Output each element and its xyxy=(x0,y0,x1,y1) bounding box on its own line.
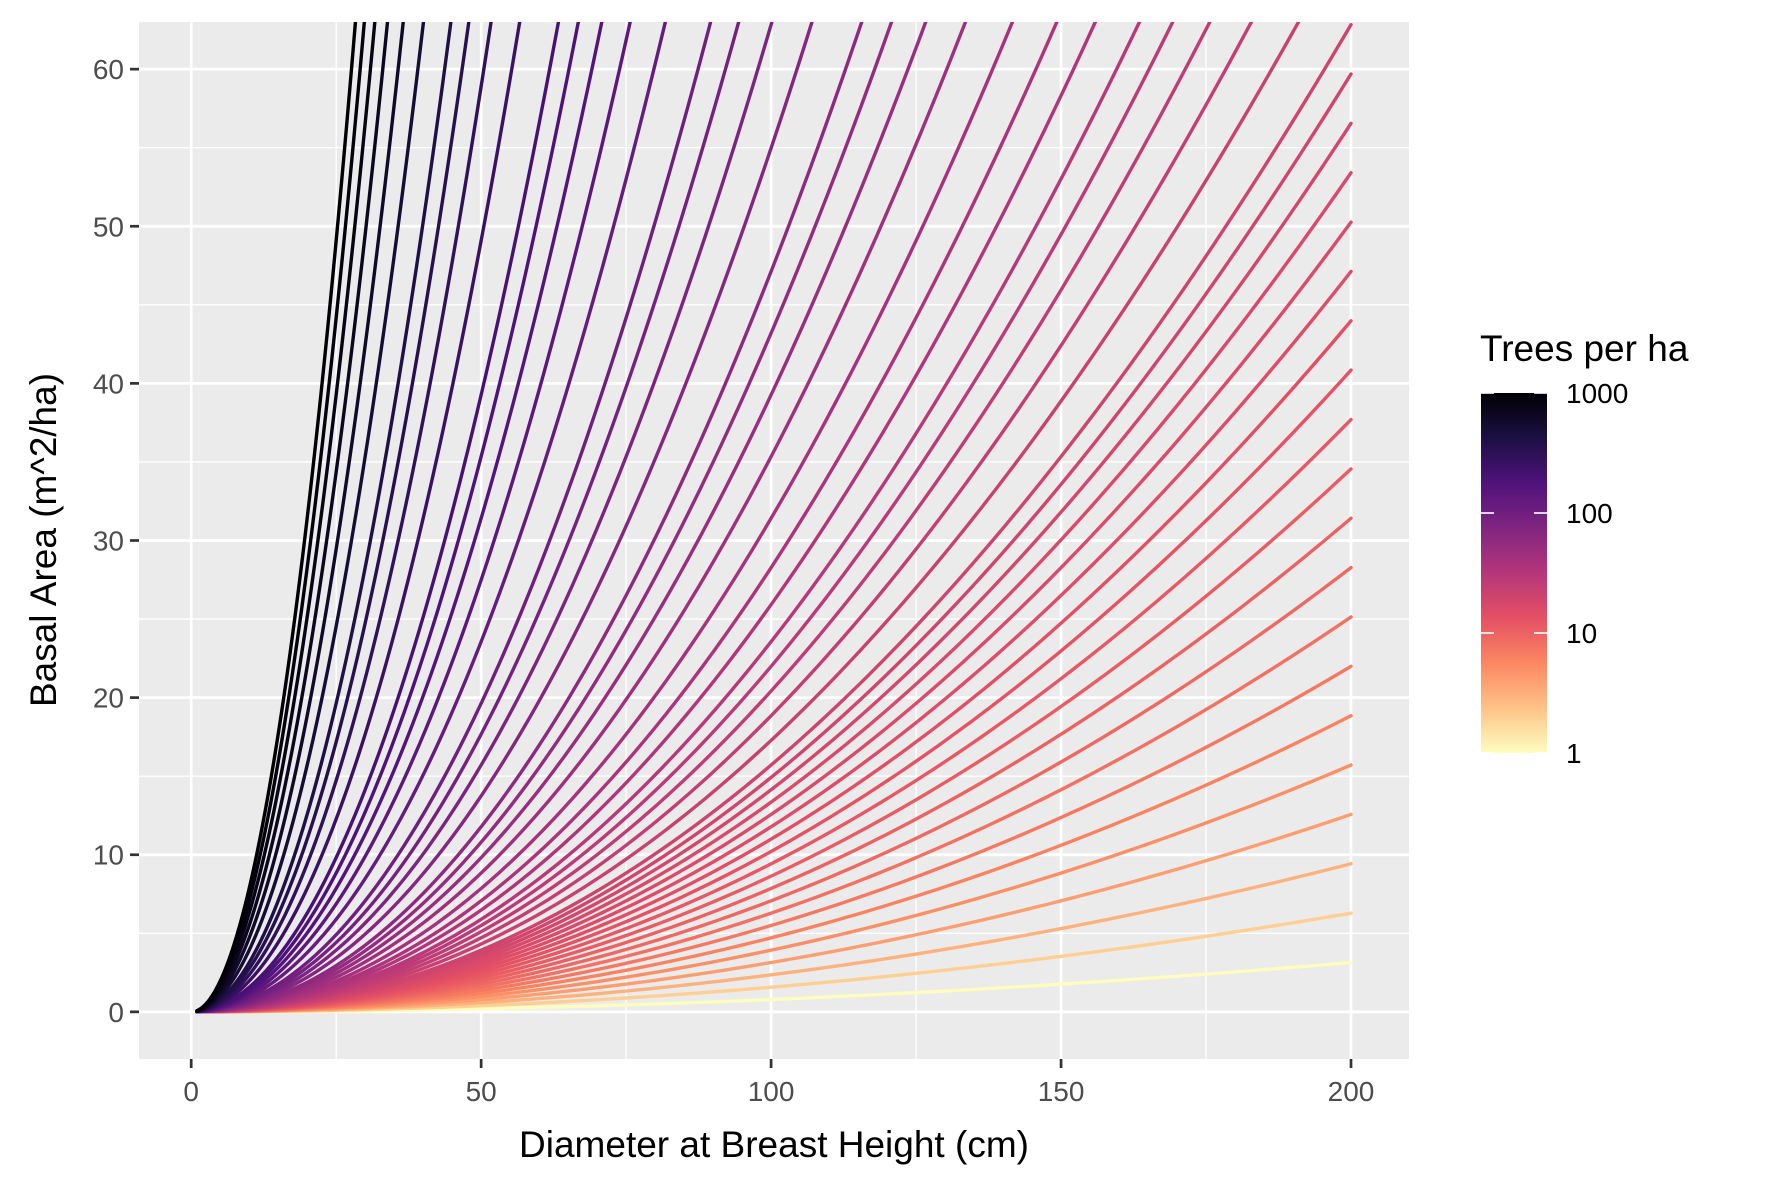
y-axis: 0 10 20 30 40 50 60 xyxy=(93,54,139,1028)
series-line xyxy=(195,22,894,1014)
series-line xyxy=(195,22,864,1014)
y-tick-label: 10 xyxy=(93,840,124,871)
series-line xyxy=(195,22,1175,1014)
y-tick-label: 50 xyxy=(93,211,124,242)
legend-colorbar xyxy=(1481,393,1547,753)
series-line xyxy=(195,22,581,1014)
x-tick-label: 150 xyxy=(1038,1076,1085,1107)
series-line xyxy=(195,22,1254,1014)
y-tick-label: 40 xyxy=(93,368,124,399)
series-line xyxy=(195,22,377,1013)
series-line xyxy=(195,22,632,1014)
y-tick-label: 20 xyxy=(93,683,124,714)
x-tick-label: 200 xyxy=(1328,1076,1375,1107)
series-line xyxy=(195,22,493,1014)
legend-label: 100 xyxy=(1566,498,1613,529)
series-line xyxy=(195,22,741,1014)
series-line xyxy=(195,22,1353,1014)
series-line xyxy=(195,22,358,1013)
series-line xyxy=(195,22,604,1014)
series-line xyxy=(195,22,471,1014)
series-line xyxy=(195,22,405,1013)
legend-ticks: 1000 100 10 1 xyxy=(1481,378,1628,769)
legend-label: 10 xyxy=(1566,618,1597,649)
series-line xyxy=(195,22,713,1014)
legend-label: 1 xyxy=(1566,738,1582,769)
series-line xyxy=(195,22,561,1014)
series-line xyxy=(195,22,426,1013)
y-tick-label: 30 xyxy=(93,526,124,557)
x-tick-label: 0 xyxy=(183,1076,199,1107)
x-tick-label: 100 xyxy=(748,1076,795,1107)
legend: Trees per ha 1000 100 10 1 xyxy=(1480,328,1689,769)
series-line xyxy=(195,22,390,1013)
series-line xyxy=(195,22,668,1014)
legend-label: 1000 xyxy=(1566,378,1628,409)
y-axis-title: Basal Area (m^2/ha) xyxy=(23,373,64,707)
series-line xyxy=(195,22,814,1014)
y-tick-label: 0 xyxy=(108,997,124,1028)
series-line xyxy=(195,22,928,1014)
series-line xyxy=(195,22,1059,1014)
series-line xyxy=(195,22,1212,1014)
x-axis: 0 50 100 150 200 xyxy=(183,1059,1374,1107)
series-line xyxy=(195,22,968,1014)
x-tick-label: 50 xyxy=(466,1076,497,1107)
series-line xyxy=(195,22,453,1014)
series-line xyxy=(195,22,1015,1014)
legend-title: Trees per ha xyxy=(1480,328,1689,369)
y-tick-label: 60 xyxy=(93,54,124,85)
series-line xyxy=(195,22,1142,1014)
x-axis-title: Diameter at Breast Height (cm) xyxy=(519,1124,1029,1165)
series-line xyxy=(195,22,1098,1014)
series-line xyxy=(195,22,774,1014)
series-group xyxy=(195,22,1353,1014)
series-line xyxy=(195,22,1301,1014)
series-line xyxy=(195,22,522,1014)
